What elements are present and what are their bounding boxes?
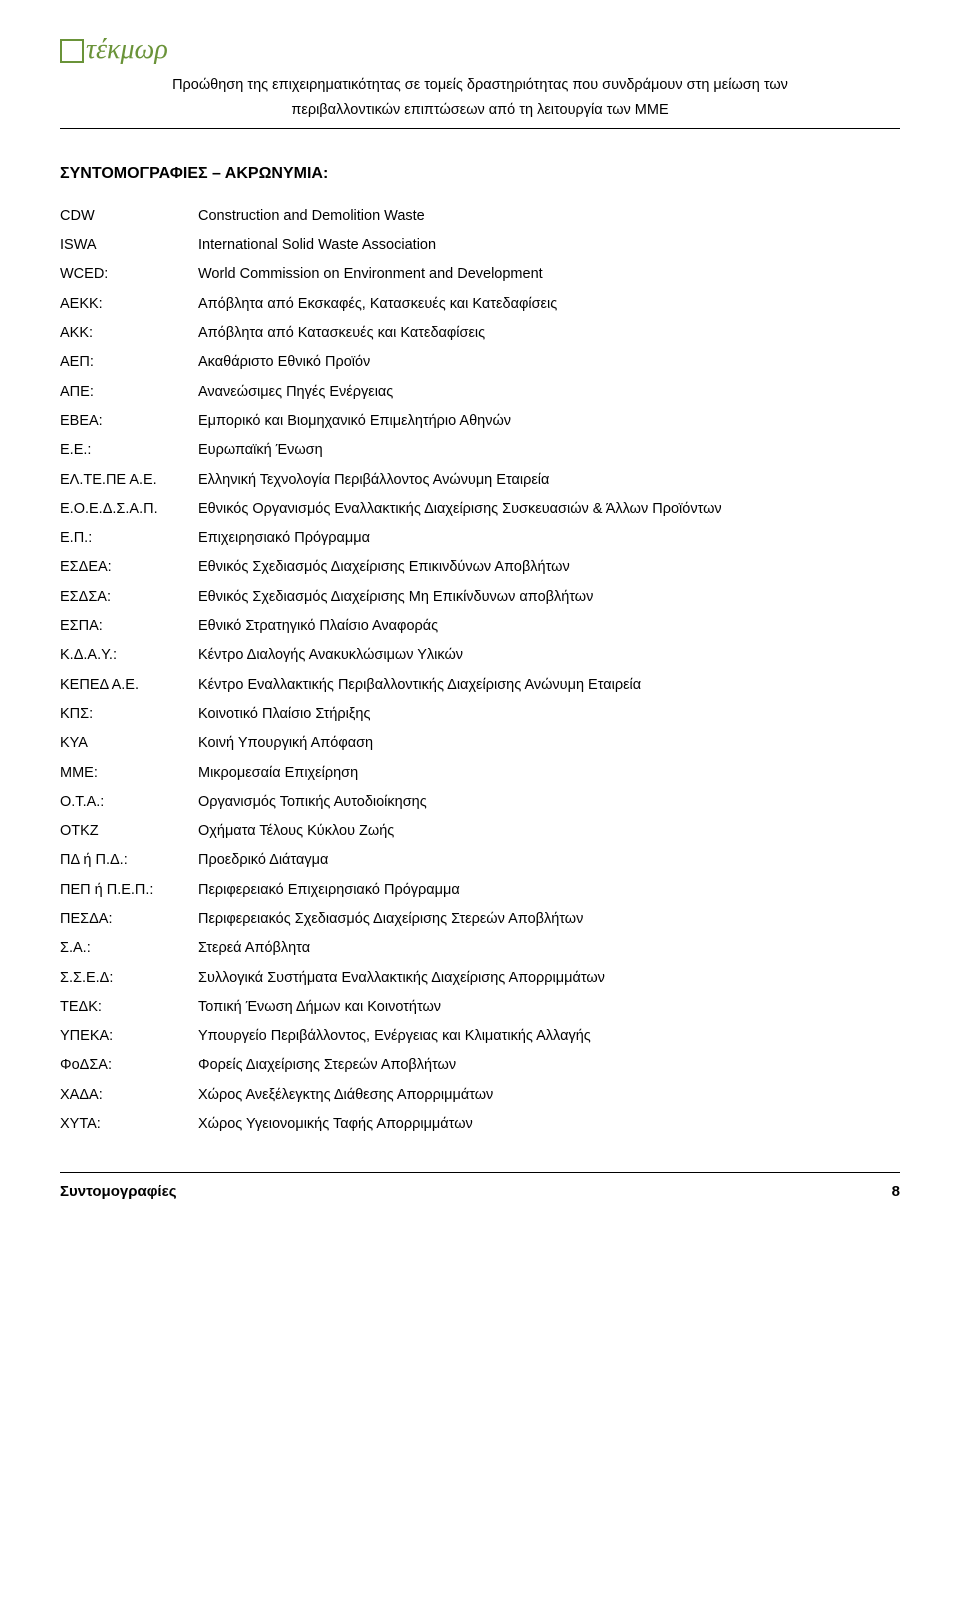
acronym-definition: Εθνικός Οργανισμός Εναλλακτικής Διαχείρι… xyxy=(198,499,900,519)
acronym-definition: Κέντρο Διαλογής Ανακυκλώσιμων Υλικών xyxy=(198,645,900,665)
acronym-abbr: CDW xyxy=(60,206,190,226)
acronym-definition: Χώρος Ανεξέλεγκτης Διάθεσης Απορριμμάτων xyxy=(198,1085,900,1105)
acronym-abbr: ΑΚΚ: xyxy=(60,323,190,343)
acronym-abbr: ΚΕΠΕΔ Α.Ε. xyxy=(60,675,190,695)
acronym-abbr: ΕΛ.ΤΕ.ΠΕ Α.Ε. xyxy=(60,470,190,490)
logo-square-icon xyxy=(60,39,84,63)
acronym-abbr: ΕΒΕΑ: xyxy=(60,411,190,431)
document-page: τέκμωρ Προώθηση της επιχειρηματικότητας … xyxy=(0,0,960,1606)
acronym-definition: Συλλογικά Συστήματα Εναλλακτικής Διαχείρ… xyxy=(198,968,900,988)
acronym-definition: Κοινοτικό Πλαίσιο Στήριξης xyxy=(198,704,900,724)
acronym-abbr: Σ.Σ.Ε.Δ: xyxy=(60,968,190,988)
acronym-abbr: ΕΣΔΣΑ: xyxy=(60,587,190,607)
acronym-definition: Κοινή Υπουργική Απόφαση xyxy=(198,733,900,753)
acronym-abbr: ΥΠΕΚΑ: xyxy=(60,1026,190,1046)
acronym-definition: Ελληνική Τεχνολογία Περιβάλλοντος Ανώνυμ… xyxy=(198,470,900,490)
acronym-definition: Υπουργείο Περιβάλλοντος, Ενέργειας και Κ… xyxy=(198,1026,900,1046)
footer-page-number: 8 xyxy=(892,1181,900,1202)
acronym-abbr: Ε.Ε.: xyxy=(60,440,190,460)
acronym-abbr: ΜΜΕ: xyxy=(60,763,190,783)
acronym-abbr: ΠΕΠ ή Π.Ε.Π.: xyxy=(60,880,190,900)
acronym-abbr: Ο.Τ.Α.: xyxy=(60,792,190,812)
acronym-definition: Εμπορικό και Βιομηχανικό Επιμελητήριο Αθ… xyxy=(198,411,900,431)
header-subtitle: Προώθηση της επιχειρηματικότητας σε τομε… xyxy=(60,73,900,122)
acronym-definition: Τοπική Ένωση Δήμων και Κοινοτήτων xyxy=(198,997,900,1017)
acronym-definition: Οχήματα Τέλους Κύκλου Ζωής xyxy=(198,821,900,841)
acronym-definition: Εθνικό Στρατηγικό Πλαίσιο Αναφοράς xyxy=(198,616,900,636)
acronym-definition: Ευρωπαϊκή Ένωση xyxy=(198,440,900,460)
footer-label: Συντομογραφίες xyxy=(60,1181,177,1202)
subtitle-line-1: Προώθηση της επιχειρηματικότητας σε τομε… xyxy=(172,77,788,93)
acronym-abbr: ΤΕΔΚ: xyxy=(60,997,190,1017)
acronym-definition: World Commission on Environment and Deve… xyxy=(198,264,900,284)
acronym-abbr: ΕΣΔΕΑ: xyxy=(60,557,190,577)
acronym-definition: Χώρος Υγειονομικής Ταφής Απορριμμάτων xyxy=(198,1114,900,1134)
acronym-definition: Φορείς Διαχείρισης Στερεών Αποβλήτων xyxy=(198,1055,900,1075)
acronym-definition: Ανανεώσιμες Πηγές Ενέργειας xyxy=(198,382,900,402)
acronym-definition: Οργανισμός Τοπικής Αυτοδιοίκησης xyxy=(198,792,900,812)
acronym-definition: Μικρομεσαία Επιχείρηση xyxy=(198,763,900,783)
acronym-definition: Εθνικός Σχεδιασμός Διαχείρισης Επικινδύν… xyxy=(198,557,900,577)
acronym-definition: International Solid Waste Association xyxy=(198,235,900,255)
acronym-definition: Επιχειρησιακό Πρόγραμμα xyxy=(198,528,900,548)
acronym-abbr: ΑΕΠ: xyxy=(60,352,190,372)
footer: Συντομογραφίες 8 xyxy=(60,1181,900,1202)
acronym-definition: Απόβλητα από Κατασκευές και Κατεδαφίσεις xyxy=(198,323,900,343)
acronym-abbr: ΠΕΣΔΑ: xyxy=(60,909,190,929)
acronym-abbr: ΠΔ ή Π.Δ.: xyxy=(60,850,190,870)
acronym-definition: Εθνικός Σχεδιασμός Διαχείρισης Μη Επικίν… xyxy=(198,587,900,607)
acronym-definition: Ακαθάριστο Εθνικό Προϊόν xyxy=(198,352,900,372)
acronym-abbr: ΧΑΔΑ: xyxy=(60,1085,190,1105)
acronym-abbr: ΟΤΚΖ xyxy=(60,821,190,841)
header-divider xyxy=(60,128,900,129)
acronym-abbr: ΧΥΤΑ: xyxy=(60,1114,190,1134)
acronym-abbr: ΑΕΚΚ: xyxy=(60,294,190,314)
acronym-abbr: Ε.Π.: xyxy=(60,528,190,548)
acronym-definition: Προεδρικό Διάταγμα xyxy=(198,850,900,870)
acronym-abbr: ΚΠΣ: xyxy=(60,704,190,724)
acronym-definition: Στερεά Απόβλητα xyxy=(198,938,900,958)
acronym-abbr: ΚΥΑ xyxy=(60,733,190,753)
acronym-definition: Κέντρο Εναλλακτικής Περιβαλλοντικής Διαχ… xyxy=(198,675,900,695)
acronym-abbr: Σ.Α.: xyxy=(60,938,190,958)
acronym-definition: Απόβλητα από Εκσκαφές, Κατασκευές και Κα… xyxy=(198,294,900,314)
logo: τέκμωρ xyxy=(60,30,900,69)
acronym-definition: Construction and Demolition Waste xyxy=(198,206,900,226)
acronym-abbr: Κ.Δ.Α.Υ.: xyxy=(60,645,190,665)
acronym-abbr: Ε.Ο.Ε.Δ.Σ.Α.Π. xyxy=(60,499,190,519)
acronym-abbr: ISWA xyxy=(60,235,190,255)
subtitle-line-2: περιβαλλοντικών επιπτώσεων από τη λειτου… xyxy=(291,102,668,118)
acronym-definition: Περιφερειακός Σχεδιασμός Διαχείρισης Στε… xyxy=(198,909,900,929)
section-title: ΣΥΝΤΟΜΟΓΡΑΦΙΕΣ – ΑΚΡΩΝΥΜΙΑ: xyxy=(60,163,900,185)
acronym-definition: Περιφερειακό Επιχειρησιακό Πρόγραμμα xyxy=(198,880,900,900)
acronym-abbr: ΑΠΕ: xyxy=(60,382,190,402)
logo-text: τέκμωρ xyxy=(86,30,168,69)
acronym-abbr: ΦοΔΣΑ: xyxy=(60,1055,190,1075)
acronym-abbr: WCED: xyxy=(60,264,190,284)
footer-divider xyxy=(60,1172,900,1173)
acronym-abbr: ΕΣΠΑ: xyxy=(60,616,190,636)
acronyms-list: CDW Construction and Demolition Waste ISWA… xyxy=(60,206,900,1135)
